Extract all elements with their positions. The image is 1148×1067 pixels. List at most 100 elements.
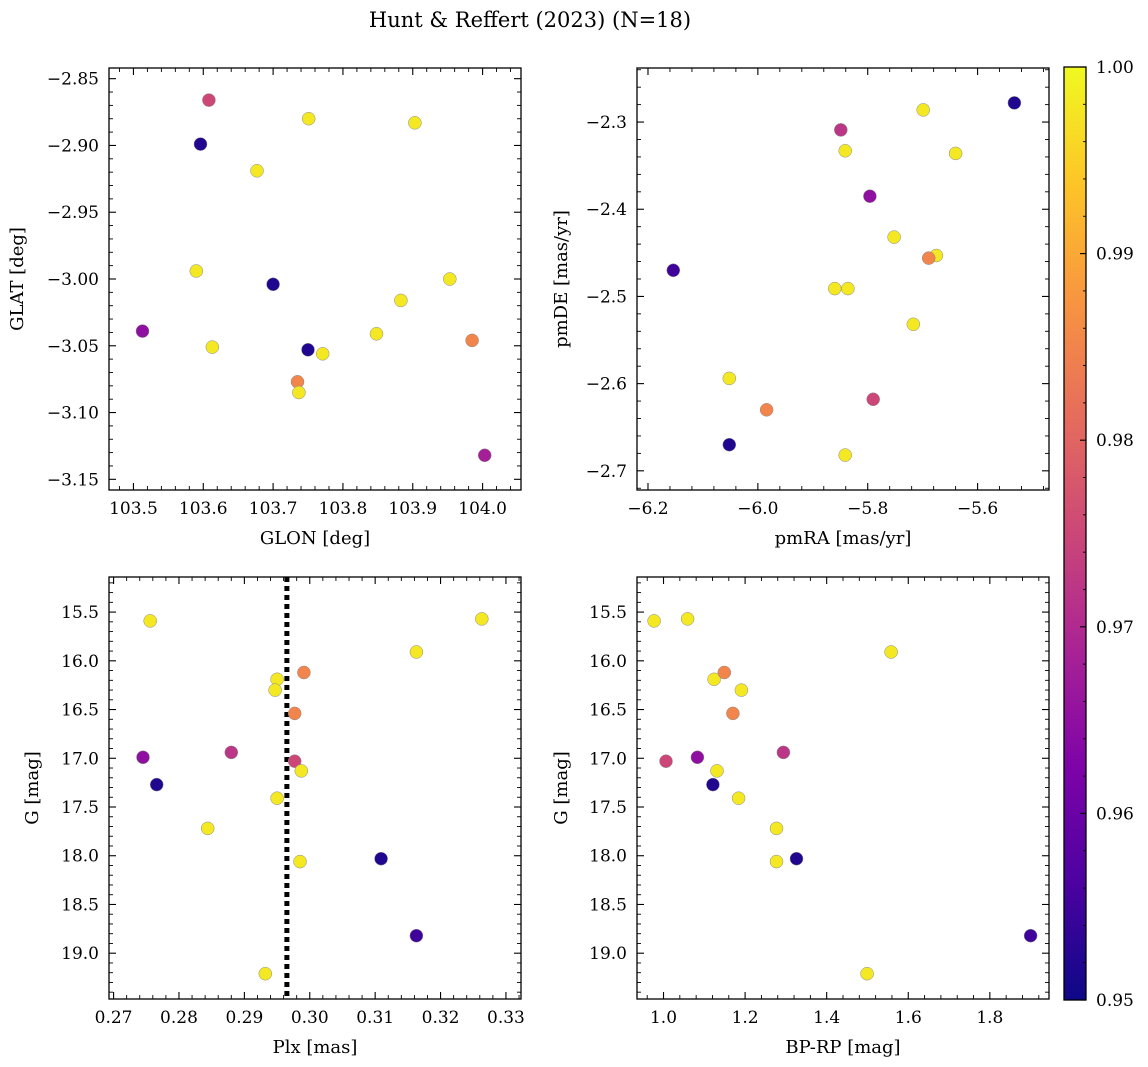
scatter-point: [710, 764, 724, 778]
y-axis-label: pmDE [mas/yr]: [551, 210, 572, 348]
y-axis-label: GLAT [deg]: [7, 227, 28, 331]
x-tick-label: 0.31: [356, 1008, 394, 1028]
y-tick-label: 17.5: [589, 798, 627, 818]
scatter-point: [838, 448, 852, 462]
x-tick-label: 1.4: [813, 1008, 840, 1028]
scatter-point: [409, 928, 424, 943]
colorbar-tick-label: 0.96: [1096, 804, 1134, 824]
scatter-point: [189, 264, 204, 278]
x-tick-label: 0.30: [291, 1008, 329, 1028]
x-tick-label: 0.32: [422, 1008, 460, 1028]
scatter-point: [722, 371, 737, 386]
scatter-point: [250, 164, 264, 178]
scatter-point: [268, 683, 282, 697]
scatter-point: [258, 966, 273, 981]
y-tick-label: −3.15: [47, 470, 99, 490]
scatter-point: [143, 614, 157, 628]
colorbar-gradient: [1064, 67, 1086, 1000]
scatter-point: [948, 146, 963, 161]
axes-frame: [636, 67, 1050, 491]
y-tick-label: 17.5: [61, 798, 99, 818]
scatter-point: [906, 317, 921, 332]
y-tick-label: 18.0: [61, 847, 99, 867]
panel-glon-glat: 103.5 103.6 103.7 103.8 103.9 104.0 −3.15 −3.10…: [7, 67, 522, 549]
x-axis-label: GLON [deg]: [260, 528, 370, 549]
scatter-point: [921, 251, 936, 265]
scatter-point: [759, 403, 774, 417]
axes-frame: [108, 576, 522, 1000]
axes-frame: [108, 67, 522, 491]
colorbar-ticks: 0.95 0.96 0.97 0.98 0.99 1.00: [1080, 58, 1134, 1011]
scatter-point: [731, 791, 746, 805]
x-axis-label: Plx [mas]: [273, 1037, 358, 1058]
y-tick-label: −3.10: [47, 404, 99, 424]
y-tick-label: 17.0: [589, 749, 627, 769]
scatter-point: [828, 281, 842, 296]
scatter-point: [706, 777, 720, 792]
x-tick-label: 1.8: [976, 1008, 1003, 1028]
axis-ticks: 1.0 1.2 1.4 1.6 1.8 15.5 16.0 16.5 17.0 17.5 18.0 1…: [589, 577, 1049, 1028]
y-tick-label: 15.5: [61, 603, 99, 623]
scatter-point: [887, 230, 901, 244]
axis-ticks: 0.27 0.28 0.29 0.30 0.31 0.32 0.33 15.5 16.0 16.5…: [61, 577, 525, 1028]
y-tick-label: 15.5: [589, 603, 627, 623]
figure-title: Hunt & Reffert (2023) (N=18): [369, 8, 691, 32]
y-tick-label: 18.5: [61, 895, 99, 915]
scatter-point: [465, 333, 479, 348]
scatter-point: [769, 821, 784, 836]
scatter-point: [293, 854, 307, 869]
x-tick-label: 103.5: [109, 499, 158, 519]
scatter-point: [707, 672, 721, 687]
y-tick-label: −2.85: [47, 70, 99, 90]
colorbar-tick-label: 0.99: [1096, 245, 1134, 265]
axis-ticks: −6.2 −6.0 −5.8 −5.6 −2.7 −2.6 −2.5 −2.4 −2.3: [586, 68, 1049, 519]
y-tick-label: −2.3: [586, 113, 627, 133]
y-tick-label: 18.5: [589, 895, 627, 915]
scatter-point: [394, 293, 408, 308]
scatter-points: [647, 612, 1038, 981]
scatter-point: [136, 750, 150, 765]
scatter-points: [136, 577, 489, 999]
scatter-point: [200, 821, 215, 836]
panel-plx-g: 0.27 0.28 0.29 0.30 0.31 0.32 0.33 15.5 16.0 16.5…: [22, 576, 525, 1058]
y-axis-label: G [mag]: [551, 751, 572, 824]
y-tick-label: 16.5: [589, 701, 627, 721]
scatter-point: [287, 754, 302, 768]
scatter-point: [726, 706, 740, 721]
scatter-point: [266, 277, 280, 292]
y-axis-label: G [mag]: [22, 751, 43, 824]
panel-pmra-pmde: −6.2 −6.0 −5.8 −5.6 −2.7 −2.6 −2.5 −2.4 −2.3 pmR…: [551, 67, 1050, 549]
x-tick-label: 1.2: [732, 1008, 759, 1028]
y-tick-label: 16.0: [589, 652, 627, 672]
scatter-point: [369, 327, 384, 341]
scatter-point: [834, 123, 848, 137]
scatter-points: [135, 93, 492, 463]
scatter-point: [475, 612, 489, 626]
x-tick-label: −6.0: [737, 499, 778, 519]
scatter-point: [690, 750, 705, 765]
scatter-point: [301, 111, 316, 126]
colorbar-tick-label: 0.98: [1096, 431, 1134, 451]
scatter-point: [1023, 928, 1038, 943]
scatter-point: [205, 340, 220, 354]
y-tick-label: −3.05: [47, 337, 99, 357]
x-tick-label: 0.29: [225, 1008, 263, 1028]
scatter-point: [838, 144, 852, 158]
scatter-point: [863, 189, 877, 203]
scatter-point: [659, 754, 673, 768]
colorbar-frame: [1063, 66, 1087, 1001]
y-tick-label: 19.0: [61, 944, 99, 964]
scatter-point: [149, 777, 164, 792]
y-tick-label: 18.0: [589, 847, 627, 867]
scatter-point: [270, 791, 284, 805]
scatter-point: [287, 706, 302, 721]
scatter-points: [666, 96, 1022, 462]
x-tick-label: 103.6: [179, 499, 228, 519]
y-tick-label: −2.90: [47, 136, 99, 156]
x-axis-label: pmRA [mas/yr]: [775, 528, 912, 549]
scatter-point: [647, 614, 661, 628]
scatter-point: [408, 116, 422, 130]
y-tick-label: 16.5: [61, 701, 99, 721]
scatter-point: [866, 392, 880, 407]
